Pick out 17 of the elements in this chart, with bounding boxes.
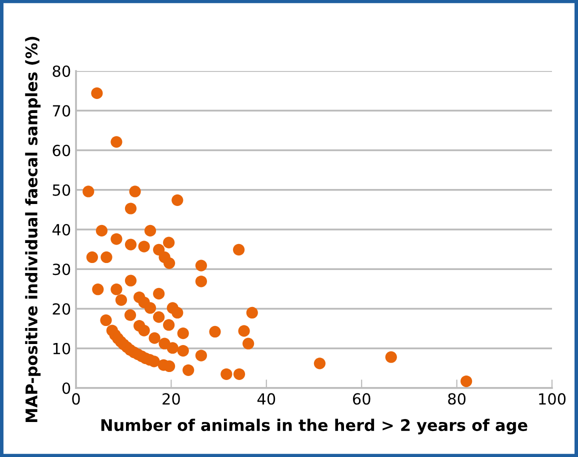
y-tick-label: 80 bbox=[52, 65, 70, 78]
y-tick-label: 30 bbox=[52, 264, 70, 276]
y-tick-label: 0 bbox=[62, 382, 70, 394]
y-tick-label: 20 bbox=[52, 303, 70, 315]
y-tick-label: 60 bbox=[52, 144, 70, 156]
y-tick-label: 40 bbox=[52, 224, 70, 236]
x-tick-label: 20 bbox=[162, 393, 180, 405]
y-tick-label: 10 bbox=[53, 342, 70, 354]
x-tick-label: 40 bbox=[257, 393, 276, 405]
x-tick-label: 60 bbox=[352, 393, 370, 405]
x-tick-label: 100 bbox=[539, 393, 566, 405]
x-tick-label: 80 bbox=[448, 393, 466, 405]
y-axis-title: MAP-positive individual faecal samples (%) bbox=[25, 36, 41, 422]
y-tick-label: 70 bbox=[52, 105, 70, 117]
x-axis-title: Number of animals in the herd > 2 years of age bbox=[101, 418, 528, 434]
x-tick-label: 0 bbox=[72, 393, 80, 405]
y-tick-label: 50 bbox=[52, 184, 70, 196]
